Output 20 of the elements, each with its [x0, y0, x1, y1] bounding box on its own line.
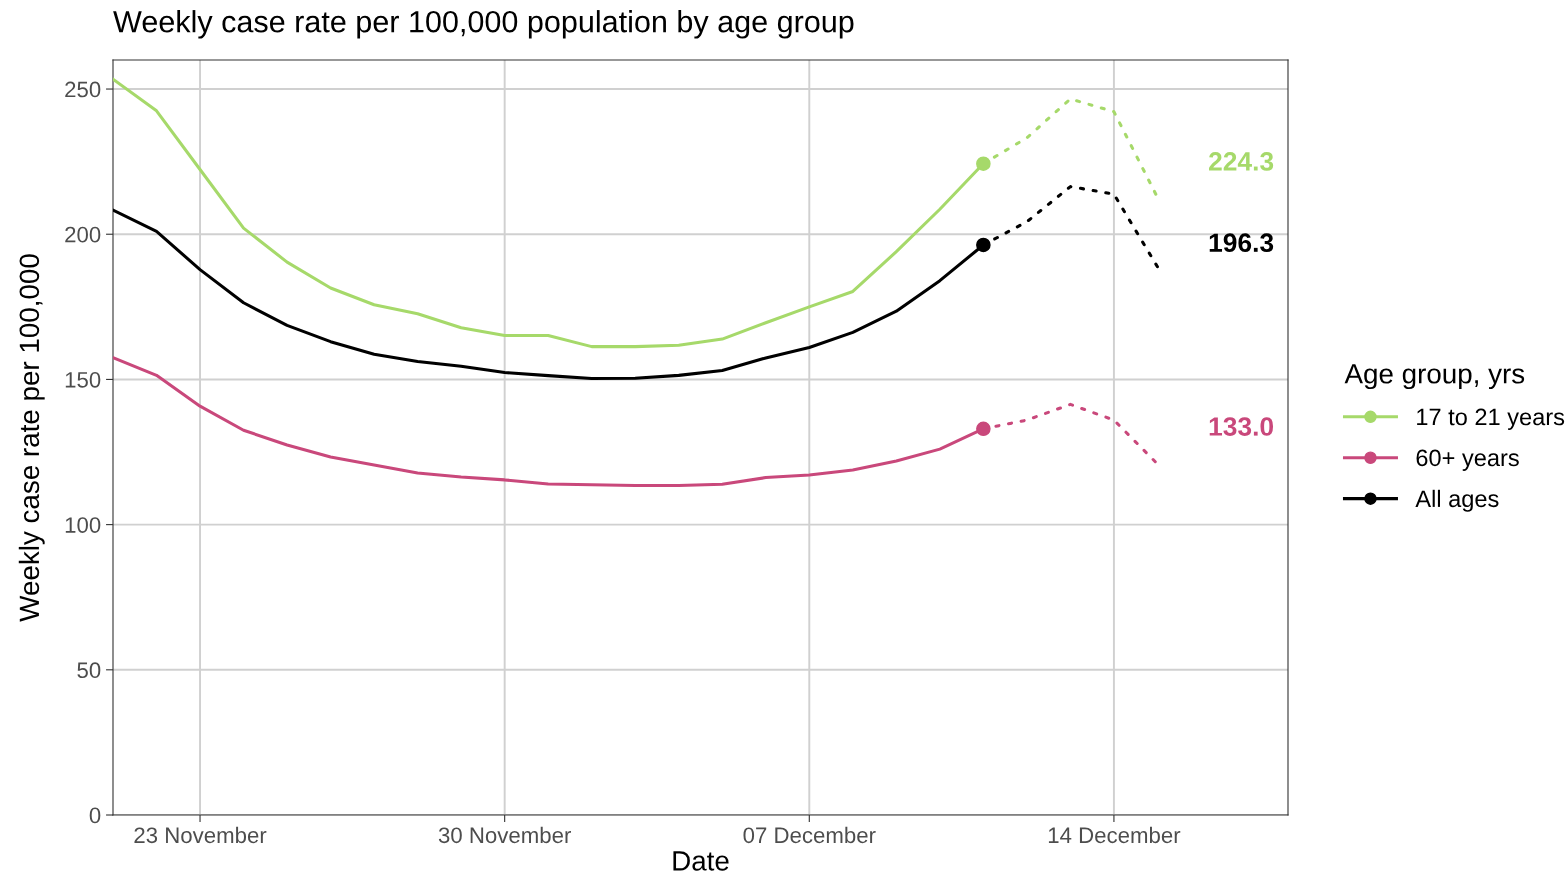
- legend-label: 60+ years: [1416, 449, 1519, 471]
- x-tick-label: 30 November: [438, 826, 571, 844]
- x-tick-label: 14 December: [1048, 826, 1181, 844]
- y-tick-label: 150: [65, 371, 101, 388]
- y-tick-label: 100: [65, 517, 101, 533]
- annotation: 133.0: [1209, 417, 1274, 436]
- annotation: 196.3: [1209, 233, 1274, 253]
- chart-title: Weekly case rate per 100,000 population by age group: [113, 10, 854, 39]
- legend-label: All ages: [1415, 489, 1499, 512]
- x-axis-title: Date: [673, 851, 729, 871]
- legend-label: 17 to 21 years: [1417, 408, 1565, 430]
- y-axis-title: Weekly case rate per 100,000: [18, 254, 45, 622]
- y-tick-label: 0: [89, 807, 101, 824]
- annotation: 224.3: [1209, 152, 1274, 171]
- y-tick-label: 200: [65, 226, 101, 243]
- y-tick-label: 50: [77, 662, 101, 679]
- y-tick-label: 250: [65, 81, 101, 98]
- x-tick-label: 23 November: [134, 826, 267, 844]
- x-tick-label: 07 December: [743, 826, 876, 844]
- legend-title: Age group, yrs: [1344, 364, 1525, 390]
